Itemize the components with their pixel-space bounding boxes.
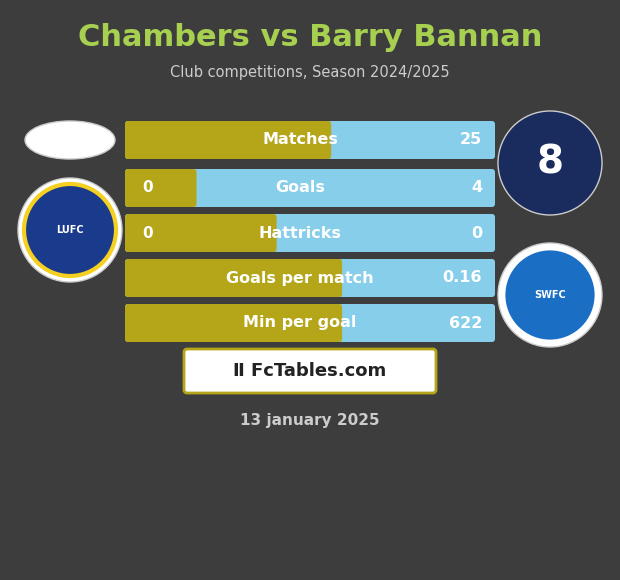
Text: 0: 0	[471, 226, 482, 241]
Text: 0: 0	[142, 180, 153, 195]
Text: Ⅱ FcTables.com: Ⅱ FcTables.com	[233, 362, 387, 380]
FancyBboxPatch shape	[125, 169, 197, 207]
Text: SWFC: SWFC	[534, 290, 566, 300]
Ellipse shape	[25, 121, 115, 159]
Circle shape	[24, 184, 116, 276]
Text: 8: 8	[536, 144, 564, 182]
FancyBboxPatch shape	[125, 259, 495, 297]
Text: 0.16: 0.16	[443, 270, 482, 285]
Text: 622: 622	[449, 316, 482, 331]
FancyBboxPatch shape	[125, 304, 495, 342]
Text: 25: 25	[460, 132, 482, 147]
FancyBboxPatch shape	[184, 349, 436, 393]
Text: Goals: Goals	[275, 180, 325, 195]
FancyBboxPatch shape	[125, 169, 495, 207]
Text: Chambers vs Barry Bannan: Chambers vs Barry Bannan	[78, 24, 542, 53]
FancyBboxPatch shape	[125, 121, 331, 159]
Circle shape	[504, 249, 596, 341]
Text: Hattricks: Hattricks	[259, 226, 342, 241]
Text: Club competitions, Season 2024/2025: Club competitions, Season 2024/2025	[170, 64, 450, 79]
Text: 4: 4	[471, 180, 482, 195]
Circle shape	[498, 243, 602, 347]
FancyBboxPatch shape	[125, 304, 342, 342]
FancyBboxPatch shape	[125, 214, 277, 252]
FancyBboxPatch shape	[125, 259, 342, 297]
FancyBboxPatch shape	[125, 214, 495, 252]
Text: Min per goal: Min per goal	[243, 316, 356, 331]
Circle shape	[18, 178, 122, 282]
Text: LUFC: LUFC	[56, 225, 84, 235]
Text: 0: 0	[142, 226, 153, 241]
Circle shape	[498, 111, 602, 215]
Text: Matches: Matches	[262, 132, 338, 147]
Text: Goals per match: Goals per match	[226, 270, 374, 285]
FancyBboxPatch shape	[125, 121, 495, 159]
Text: 13 january 2025: 13 january 2025	[240, 412, 380, 427]
